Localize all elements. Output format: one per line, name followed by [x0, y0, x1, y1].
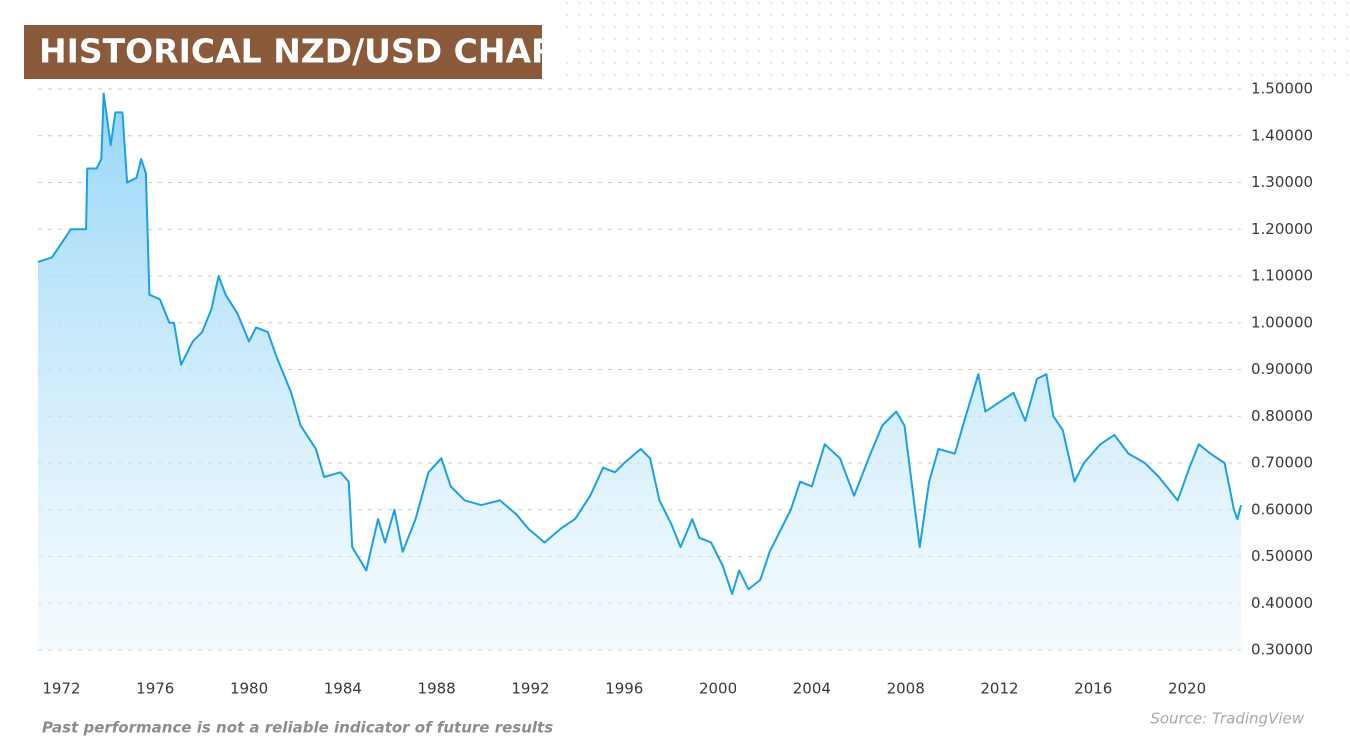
y-tick-label: 0.30000: [1251, 641, 1313, 659]
x-tick-label: 1972: [42, 680, 80, 698]
y-tick-label: 0.50000: [1251, 547, 1313, 565]
y-tick-label: 1.20000: [1251, 220, 1313, 238]
y-tick-label: 0.80000: [1251, 407, 1313, 425]
x-tick-label: 1984: [324, 680, 362, 698]
y-tick-label: 0.60000: [1251, 500, 1313, 518]
area-fill: [38, 93, 1241, 651]
labels: 0.30000 0.40000 0.50000 0.60000 0.70000 0.800…: [42, 80, 1313, 698]
y-tick-label: 1.30000: [1251, 173, 1313, 191]
x-tick-label: 2016: [1074, 680, 1112, 698]
x-tick-label: 1996: [605, 680, 643, 698]
x-tick-label: 2008: [887, 680, 925, 698]
x-tick-label: 2012: [980, 680, 1018, 698]
plot: [37, 92, 1242, 651]
y-tick-label: 1.10000: [1251, 267, 1313, 285]
title-box: [24, 25, 542, 79]
x-tick-label: 1976: [136, 680, 174, 698]
y-tick-label: 0.90000: [1251, 360, 1313, 378]
price-line: [37, 92, 1242, 595]
y-tick-label: 0.40000: [1251, 594, 1313, 612]
y-tick-label: 1.00000: [1251, 313, 1313, 331]
y-tick-label: 1.50000: [1251, 80, 1313, 98]
chart-title: HISTORICAL NZD/USD CHART: [39, 32, 578, 71]
x-tick-label: 1988: [418, 680, 456, 698]
x-tick-label: 1980: [230, 680, 268, 698]
x-tick-label: 2000: [699, 680, 737, 698]
y-tick-label: 1.40000: [1251, 126, 1313, 144]
disclaimer: Past performance is not a reliable indic…: [42, 719, 553, 737]
y-tick-label: 0.70000: [1251, 454, 1313, 472]
source: Source: TradingView: [1150, 710, 1304, 728]
background-dots: [560, 0, 1350, 80]
x-tick-label: 2004: [793, 680, 831, 698]
x-tick-label: 2020: [1168, 680, 1206, 698]
x-tick-label: 1992: [511, 680, 549, 698]
